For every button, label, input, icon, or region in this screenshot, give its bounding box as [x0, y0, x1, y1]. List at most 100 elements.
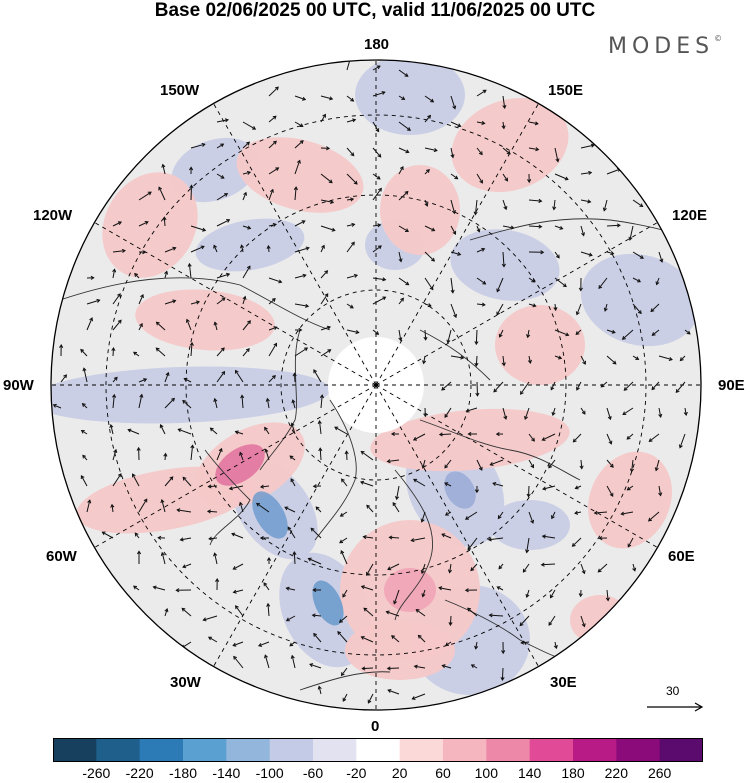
wind-vector-head	[233, 655, 237, 660]
wind-vector	[210, 427, 218, 435]
wind-vector	[182, 476, 192, 487]
wind-vector-head	[411, 696, 416, 700]
wind-vector	[606, 224, 620, 227]
wind-vector-head	[301, 220, 306, 224]
wind-vector-head	[340, 672, 345, 677]
wind-vector-head	[581, 232, 585, 237]
wind-vector	[580, 225, 585, 236]
wind-vector-head	[162, 216, 167, 221]
wind-vector-head	[326, 146, 331, 151]
wind-vector-head	[502, 104, 507, 110]
wind-vector-head	[429, 286, 434, 291]
wind-vector	[293, 551, 296, 565]
wind-vector	[496, 277, 504, 292]
colorbar-tick-label: -260	[82, 765, 111, 781]
wind-vector	[367, 693, 374, 704]
wind-vector	[554, 641, 557, 649]
wind-vector	[320, 349, 331, 357]
wind-vector	[342, 693, 348, 702]
wind-vector	[363, 607, 374, 617]
wind-vector-head	[470, 664, 475, 669]
wind-vector	[134, 273, 140, 279]
wind-vector-head	[152, 585, 157, 590]
wind-vector	[632, 563, 636, 571]
wind-vector	[190, 301, 200, 305]
wind-vector	[476, 147, 483, 155]
lon-label-60w: 60W	[46, 548, 77, 565]
wind-vector	[439, 433, 452, 436]
wind-vector-head	[299, 140, 304, 145]
anomaly-field	[51, 60, 700, 695]
wind-vector	[542, 433, 556, 441]
wind-vector-head	[495, 431, 500, 437]
wind-vector-head	[366, 571, 370, 576]
colorbar-border	[53, 738, 703, 762]
wind-vector-head	[96, 298, 101, 303]
wind-vector-head	[360, 450, 365, 455]
wind-vector-head	[390, 431, 395, 437]
wind-vector-head	[90, 275, 95, 280]
wind-vector	[340, 550, 348, 565]
wind-vector	[286, 615, 296, 622]
wind-vector	[315, 506, 322, 513]
coastline	[419, 419, 581, 481]
wind-vector-head	[355, 330, 360, 335]
wind-vector-head	[378, 187, 382, 192]
colorbar-tick-label: 100	[474, 765, 499, 781]
wind-vector	[398, 191, 409, 201]
wind-vector	[287, 526, 296, 539]
wind-vector	[346, 329, 359, 334]
anomaly-contour	[380, 165, 460, 255]
wind-vector-head	[430, 98, 435, 103]
wind-vector-head	[470, 567, 475, 572]
wind-vector-head	[155, 347, 160, 352]
wind-vector	[190, 245, 205, 253]
wind-vector-head	[202, 617, 207, 622]
wind-vector	[294, 160, 301, 175]
wind-vector-head	[424, 202, 429, 207]
wind-vector-head	[362, 535, 367, 540]
wind-vector-head	[331, 227, 336, 232]
wind-vector	[184, 378, 192, 383]
wind-vector-head	[176, 508, 181, 513]
wind-vector-head	[350, 152, 355, 157]
wind-vector-head	[427, 303, 432, 308]
wind-vector	[576, 381, 582, 391]
wind-vector-head	[220, 143, 225, 148]
wind-vector-head	[132, 473, 136, 478]
wind-vector	[476, 89, 487, 97]
wind-vector-head	[213, 552, 218, 557]
wind-vector	[190, 143, 205, 149]
wind-vector	[391, 635, 400, 643]
wind-vector-head	[474, 489, 480, 494]
wind-vector	[214, 553, 218, 565]
wind-vector	[424, 147, 438, 152]
colorbar-tick-label: -20	[346, 765, 367, 781]
wind-vector-head	[290, 654, 295, 659]
coastline	[314, 399, 357, 541]
wind-vector	[372, 173, 381, 180]
wind-vector	[235, 431, 244, 435]
wind-vector	[207, 510, 218, 513]
wind-vector-head	[623, 386, 628, 391]
wind-vector	[186, 319, 192, 331]
wind-vector-head	[330, 199, 335, 204]
wind-vector	[416, 609, 426, 617]
anomaly-contour	[215, 444, 265, 486]
wind-vector-head	[538, 198, 543, 203]
anomaly-contour	[171, 137, 259, 203]
wind-vector-head	[377, 245, 382, 250]
wind-vector-head	[553, 306, 558, 312]
wind-vector	[502, 95, 506, 109]
wind-vector	[164, 608, 168, 617]
wind-vector	[573, 433, 582, 443]
wind-vector	[450, 173, 458, 180]
wind-vector	[233, 656, 244, 669]
wind-vector	[289, 455, 296, 461]
wind-vector	[346, 451, 348, 461]
anomaly-contour	[236, 137, 364, 213]
logo-text: MODES	[608, 34, 715, 59]
wind-vector-head	[532, 303, 537, 308]
wind-vector-head	[489, 461, 494, 466]
wind-vector-head	[558, 355, 563, 360]
